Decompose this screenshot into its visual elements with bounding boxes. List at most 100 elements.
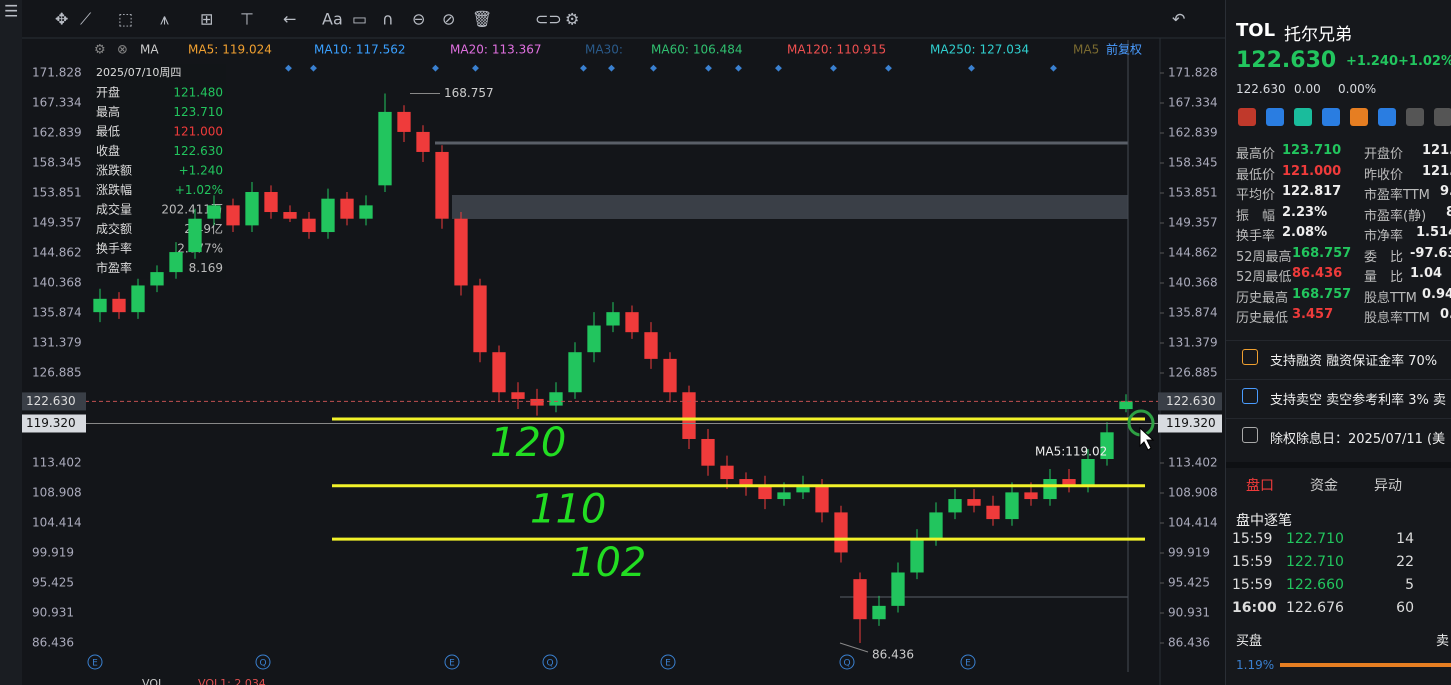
stat-value: 123.710 [1282, 143, 1342, 158]
candle-body [473, 285, 487, 353]
notice-icon [1242, 388, 1258, 404]
event-marker [542, 654, 558, 670]
price-tag [1158, 392, 1222, 411]
trade-price: 122.710 [1286, 531, 1344, 547]
svg-text:⊞: ⊞ [200, 10, 213, 29]
candle-body [910, 539, 924, 573]
candle-body [454, 218, 468, 286]
svg-text:←: ← [283, 10, 296, 29]
candle-body [796, 485, 810, 493]
event-label: E [965, 659, 971, 669]
tab[interactable]: 异动 [1374, 478, 1402, 494]
adjust-label: 前复权 [1106, 42, 1142, 57]
y-tick-label-left: 95.425 [32, 575, 74, 589]
dot: ◆ [968, 64, 975, 74]
after-hours: 0.00 [1294, 82, 1321, 96]
dot: ◆ [830, 64, 837, 74]
notice: 除权除息日：2025/07/11 (美 [1270, 432, 1446, 447]
y-tick-label: 99.919 [1168, 545, 1210, 559]
tab[interactable]: 资金 [1310, 478, 1338, 494]
y-tick-label-left: 162.839 [32, 126, 82, 140]
badge[interactable] [1322, 108, 1340, 126]
stat-value: 121.000 [1282, 163, 1342, 179]
candle-body [283, 212, 297, 219]
y-tick-label: 126.885 [1168, 365, 1218, 379]
dot: ◆ [432, 64, 439, 74]
svg-text:☰: ☰ [4, 2, 18, 21]
candle-body [530, 398, 544, 406]
notice: 支持融资 融资保证金率 70% [1270, 354, 1438, 369]
candle-body [207, 205, 221, 219]
dot: ◆ [608, 64, 615, 74]
candle-body [625, 312, 639, 333]
divider [1226, 462, 1451, 468]
candle-body [1005, 492, 1019, 520]
candle-body [1081, 459, 1095, 486]
candle-body [777, 492, 791, 500]
svg-text:✥: ✥ [55, 10, 68, 29]
candle-body [891, 572, 905, 606]
y-tick-label: 167.334 [1168, 95, 1218, 109]
notice-row[interactable] [1226, 379, 1451, 416]
candle-body [302, 218, 316, 233]
price-tag-left [22, 392, 86, 411]
dot: ◆ [650, 64, 657, 74]
trade-price: 122.676 [1286, 600, 1344, 616]
ohlc-value: +1.02% [175, 183, 223, 197]
badge[interactable] [1266, 108, 1284, 126]
badge[interactable] [1350, 108, 1368, 126]
y-tick-label-left: 153.851 [32, 185, 82, 199]
candle-body [1024, 492, 1038, 500]
candle-body [986, 505, 1000, 520]
ma-value: 127.034 [980, 43, 1030, 57]
candle-body [872, 605, 886, 620]
ohlc-value: 123.710 [173, 105, 223, 119]
candle-body [188, 218, 202, 253]
candle-body [112, 298, 126, 313]
y-tick-label: 144.862 [1168, 246, 1218, 260]
y-tick-label: 95.425 [1168, 575, 1210, 589]
stat-value: 121.48 [1422, 143, 1451, 158]
price: 122.630 [1236, 48, 1337, 73]
event-marker [839, 654, 855, 670]
price-tag-label-left: 119.320 [26, 416, 76, 430]
sell-label: 卖 [1436, 634, 1450, 649]
y-tick-label-left: 140.368 [32, 275, 82, 289]
notice-row[interactable] [1226, 340, 1451, 377]
stat-key: 换手率 [1236, 229, 1276, 244]
event-marker [444, 654, 460, 670]
dot: ◆ [580, 64, 587, 74]
svg-text:⊖: ⊖ [412, 10, 425, 29]
y-tick-label-left: 108.908 [32, 485, 82, 499]
badge[interactable] [1434, 108, 1451, 126]
badge[interactable] [1378, 108, 1396, 126]
y-tick-label-left: 144.862 [32, 246, 82, 260]
event-marker [87, 654, 103, 670]
candle-body [948, 499, 962, 513]
stat-key: 开盘价 [1364, 147, 1404, 162]
stat-key: 股息TTM [1364, 290, 1417, 306]
badge[interactable] [1238, 108, 1256, 126]
stat-value: 122.817 [1282, 184, 1342, 199]
y-tick-label-left: 167.334 [32, 95, 82, 109]
event-label: E [92, 659, 98, 669]
ticks-title: 盘中逐笔 [1236, 513, 1292, 529]
stat-key: 52周最低 [1236, 270, 1292, 285]
candle-body [549, 392, 563, 406]
stat-value: 2.23% [1282, 204, 1328, 220]
ma-value: 117.562 [356, 43, 406, 57]
badge[interactable] [1406, 108, 1424, 126]
candle-body [93, 298, 107, 313]
svg-text:⊗: ⊗ [117, 43, 128, 58]
stat-key: 历史最低 [1236, 311, 1289, 326]
stat-key: 市盈率TTM [1364, 188, 1430, 203]
notice-row[interactable] [1226, 418, 1451, 455]
ohlc-value: +1.240 [179, 164, 223, 178]
badge[interactable] [1294, 108, 1312, 126]
y-tick-label-left: 126.885 [32, 365, 82, 379]
level-label: 102 [570, 540, 646, 586]
tab[interactable]: 盘口 [1246, 478, 1274, 494]
trade-size: 5 [1405, 577, 1414, 593]
event-marker [660, 654, 676, 670]
